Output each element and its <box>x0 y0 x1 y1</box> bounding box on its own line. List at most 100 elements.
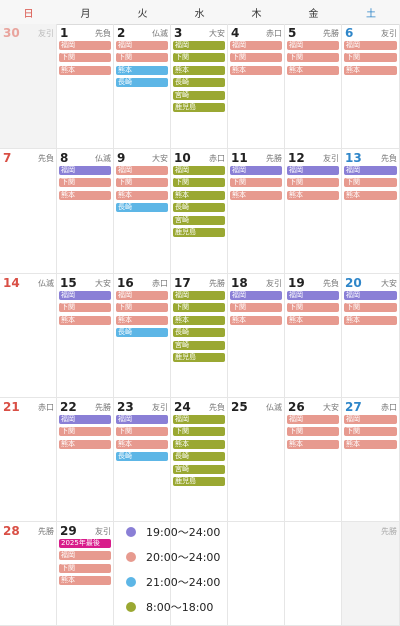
calendar-event[interactable]: 熊本 <box>173 190 225 200</box>
calendar-event[interactable]: 熊本 <box>173 315 225 325</box>
calendar-event[interactable]: 福岡 <box>173 291 225 300</box>
calendar-event[interactable]: 福岡 <box>287 166 339 175</box>
calendar-event[interactable]: 熊本 <box>344 315 397 325</box>
calendar-event[interactable]: 熊本 <box>230 65 282 75</box>
calendar-event[interactable]: 福岡 <box>173 166 225 175</box>
day-cell-14[interactable]: 14 仏滅 <box>0 274 57 398</box>
calendar-event[interactable]: 福岡 <box>116 415 168 424</box>
calendar-event[interactable]: 福岡 <box>59 41 111 50</box>
calendar-event[interactable]: 下関 <box>59 563 111 573</box>
calendar-event[interactable]: 長崎 <box>173 78 225 88</box>
calendar-event[interactable]: 熊本 <box>59 439 111 449</box>
calendar-event[interactable]: 下関 <box>116 53 168 63</box>
calendar-event[interactable]: 長崎 <box>116 328 168 338</box>
calendar-event[interactable]: 福岡 <box>59 415 111 424</box>
calendar-event[interactable]: 福岡 <box>59 551 111 561</box>
calendar-event[interactable]: 下関 <box>173 178 225 188</box>
calendar-event[interactable]: 下関 <box>230 178 282 188</box>
day-cell-24[interactable]: 24 先負 福岡 下関 熊本 長崎 宮崎 鹿児島 <box>171 398 228 522</box>
calendar-event[interactable]: 熊本 <box>230 315 282 325</box>
calendar-event[interactable]: 下関 <box>59 303 111 313</box>
calendar-event[interactable]: 福岡 <box>287 291 339 300</box>
calendar-event[interactable]: 長崎 <box>116 203 168 213</box>
calendar-event[interactable]: 下関 <box>116 178 168 188</box>
calendar-event[interactable]: 熊本 <box>59 65 111 75</box>
calendar-event[interactable]: 下関 <box>287 178 339 188</box>
calendar-event[interactable]: 鹿児島 <box>173 103 225 112</box>
calendar-event[interactable]: 熊本 <box>59 576 111 586</box>
calendar-event[interactable]: 福岡 <box>173 41 225 50</box>
calendar-event[interactable]: 福岡 <box>230 41 282 50</box>
calendar-event[interactable]: 下関 <box>344 427 397 437</box>
day-cell-21[interactable]: 21 赤口 <box>0 398 57 522</box>
day-cell-2[interactable]: 2 仏滅 福岡 下関 熊本 長崎 <box>114 24 171 149</box>
day-cell-16[interactable]: 16 赤口 福岡 下関 熊本 長崎 <box>114 274 171 398</box>
calendar-event[interactable]: 長崎 <box>116 78 168 88</box>
calendar-event[interactable]: 福岡 <box>230 166 282 175</box>
calendar-event[interactable]: 福岡 <box>287 415 339 424</box>
calendar-event[interactable]: 下関 <box>344 53 397 63</box>
day-cell-6[interactable]: 6 友引 福岡 下関 熊本 <box>342 24 400 149</box>
calendar-event[interactable]: 下関 <box>59 178 111 188</box>
calendar-event[interactable]: 熊本 <box>116 439 168 449</box>
calendar-event[interactable]: 下関 <box>344 178 397 188</box>
calendar-event[interactable]: 熊本 <box>344 65 397 75</box>
calendar-event[interactable]: 熊本 <box>287 190 339 200</box>
day-cell-15[interactable]: 15 大安 福岡 下関 熊本 <box>57 274 114 398</box>
calendar-event[interactable]: 福岡 <box>344 415 397 424</box>
day-cell-11[interactable]: 11 先勝 福岡 下関 熊本 <box>228 149 285 274</box>
calendar-event[interactable]: 下関 <box>173 53 225 63</box>
calendar-event[interactable]: 熊本 <box>287 65 339 75</box>
calendar-event[interactable]: 福岡 <box>116 41 168 50</box>
calendar-event[interactable]: 長崎 <box>173 452 225 462</box>
day-cell-13[interactable]: 13 先負 福岡 下関 熊本 <box>342 149 400 274</box>
day-cell-25[interactable]: 25 仏滅 <box>228 398 285 522</box>
calendar-event[interactable]: 熊本 <box>344 190 397 200</box>
day-cell-29[interactable]: 29 友引 2025年最後 福岡 下関 熊本 <box>57 522 114 626</box>
calendar-event[interactable]: 熊本 <box>116 65 168 75</box>
day-cell-12[interactable]: 12 友引 福岡 下関 熊本 <box>285 149 342 274</box>
calendar-event[interactable]: 宮崎 <box>173 90 225 100</box>
day-cell-30-prev-month[interactable]: 30 友引 <box>0 24 57 149</box>
calendar-event[interactable]: 熊本 <box>59 315 111 325</box>
day-cell-19[interactable]: 19 先負 福岡 下関 熊本 <box>285 274 342 398</box>
calendar-event[interactable]: 熊本 <box>230 190 282 200</box>
calendar-event[interactable]: 下関 <box>116 303 168 313</box>
calendar-event[interactable]: 下関 <box>287 303 339 313</box>
day-cell-9[interactable]: 9 大安 福岡 下関 熊本 長崎 <box>114 149 171 274</box>
calendar-event[interactable]: 福岡 <box>116 166 168 175</box>
day-cell-20[interactable]: 20 大安 福岡 下関 熊本 <box>342 274 400 398</box>
calendar-event[interactable]: 2025年最後 <box>59 539 111 548</box>
calendar-event[interactable]: 長崎 <box>173 328 225 338</box>
day-cell-27[interactable]: 27 赤口 福岡 下関 熊本 <box>342 398 400 522</box>
calendar-event[interactable]: 熊本 <box>116 190 168 200</box>
calendar-event[interactable]: 下関 <box>230 53 282 63</box>
day-cell-1[interactable]: 1 先負 福岡 下関 熊本 <box>57 24 114 149</box>
day-cell-26[interactable]: 26 大安 福岡 下関 熊本 <box>285 398 342 522</box>
calendar-event[interactable]: 福岡 <box>59 166 111 175</box>
calendar-event[interactable]: 下関 <box>173 303 225 313</box>
day-cell-7[interactable]: 7 先負 <box>0 149 57 274</box>
day-cell-17[interactable]: 17 先勝 福岡 下関 熊本 長崎 宮崎 鹿児島 <box>171 274 228 398</box>
calendar-event[interactable]: 福岡 <box>344 291 397 300</box>
calendar-event[interactable]: 福岡 <box>344 41 397 50</box>
calendar-event[interactable]: 福岡 <box>344 166 397 175</box>
calendar-event[interactable]: 熊本 <box>173 439 225 449</box>
calendar-event[interactable]: 下関 <box>344 303 397 313</box>
calendar-event[interactable]: 熊本 <box>173 65 225 75</box>
day-cell-10[interactable]: 10 赤口 福岡 下関 熊本 長崎 宮崎 鹿児島 <box>171 149 228 274</box>
calendar-event[interactable]: 熊本 <box>287 315 339 325</box>
calendar-event[interactable]: 宮崎 <box>173 215 225 225</box>
calendar-event[interactable]: 下関 <box>287 53 339 63</box>
day-cell-28[interactable]: 28 先勝 <box>0 522 57 626</box>
calendar-event[interactable]: 長崎 <box>116 452 168 462</box>
day-cell-22[interactable]: 22 先勝 福岡 下関 熊本 <box>57 398 114 522</box>
day-cell-23[interactable]: 23 友引 福岡 下関 熊本 長崎 <box>114 398 171 522</box>
calendar-event[interactable]: 宮崎 <box>173 464 225 474</box>
calendar-event[interactable]: 熊本 <box>59 190 111 200</box>
day-cell-18[interactable]: 18 友引 福岡 下関 熊本 <box>228 274 285 398</box>
calendar-event[interactable]: 下関 <box>173 427 225 437</box>
calendar-event[interactable]: 宮崎 <box>173 340 225 350</box>
calendar-event[interactable]: 福岡 <box>173 415 225 424</box>
day-cell-4[interactable]: 4 赤口 福岡 下関 熊本 <box>228 24 285 149</box>
